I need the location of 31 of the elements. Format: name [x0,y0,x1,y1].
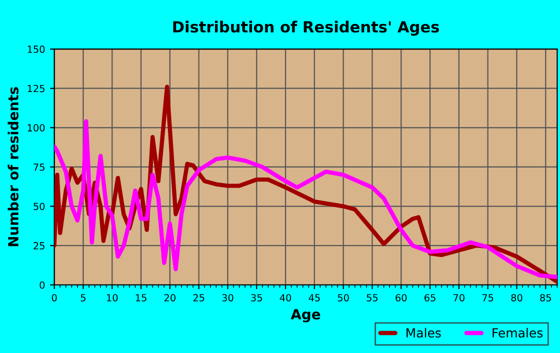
x-tick-label: 75 [482,294,494,302]
y-tick-label: 0 [40,281,45,289]
y-tick-label: 75 [34,164,44,171]
x-tick-label: 80 [511,294,522,302]
x-axis-title: Age [290,309,320,322]
x-tick-label: 70 [454,294,464,302]
x-tick-label: 30 [222,294,234,302]
x-tick-label: 55 [366,294,378,302]
legend-label: Males [406,328,441,338]
y-tick-label: 150 [28,46,45,53]
chart-title: Distribution of Residents' Ages [173,20,439,36]
line-series [54,119,558,280]
x-tick-label: 5 [80,294,86,302]
x-tick-label: 65 [424,294,436,302]
x-tick-label: 40 [280,294,292,302]
x-tick-label: 15 [136,294,146,302]
x-tick-label: 35 [251,294,262,302]
x-tick-label: 20 [164,294,176,302]
x-tick-label: 60 [396,294,407,302]
x-tick-label: 10 [107,294,118,302]
y-tick-label: 100 [28,124,45,132]
x-tick-label: 85 [540,294,551,302]
x-tick-label: 45 [308,294,320,302]
y-axis-title: Number of residents [8,87,18,246]
x-tick-label: 50 [338,294,349,302]
x-tick-label: 25 [193,294,204,302]
y-tick-label: 125 [28,84,44,92]
x-tick-label: 0 [52,294,57,302]
legend-label: Females [492,328,543,338]
y-tick-label: 25 [34,242,44,250]
y-tick-label: 50 [34,202,45,210]
